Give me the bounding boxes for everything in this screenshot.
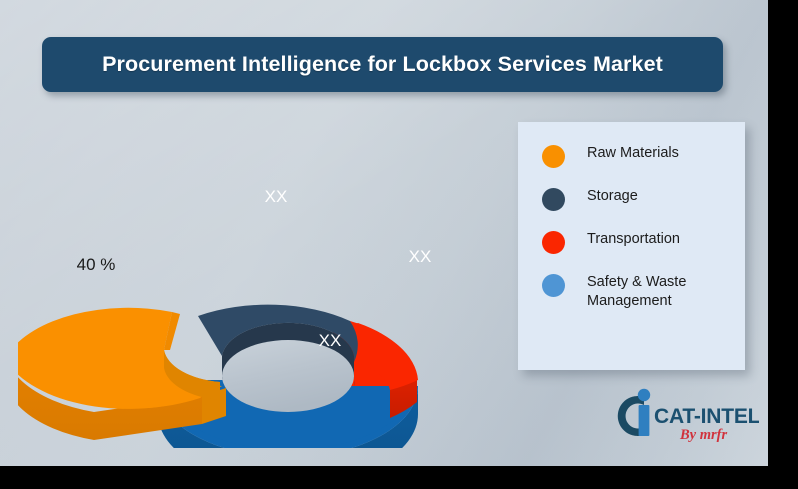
donut-chart-3d: 40 % XX XX XX xyxy=(18,118,488,448)
donut-hole xyxy=(222,340,354,412)
slice-raw-materials xyxy=(18,307,226,440)
cat-intel-logo: CAT-INTEL By mrfr xyxy=(614,388,759,446)
slice-label-storage: XX xyxy=(265,187,288,206)
chart-legend: Raw Materials Storage Transportation Saf… xyxy=(518,122,745,370)
logo-wordmark: CAT-INTEL xyxy=(654,405,759,428)
title-banner: Procurement Intelligence for Lockbox Ser… xyxy=(42,37,723,92)
slice-label-transportation: XX xyxy=(409,247,432,266)
slide-content: Procurement Intelligence for Lockbox Ser… xyxy=(0,0,768,466)
legend-label-safety-waste: Safety & Waste Management xyxy=(587,274,687,309)
legend-dot-transportation xyxy=(542,231,565,254)
slice-label-safety-waste: XX xyxy=(319,331,342,350)
legend-dot-storage xyxy=(542,188,565,211)
logo-i-mark xyxy=(637,388,651,436)
legend-label-transportation: Transportation xyxy=(587,231,680,247)
legend-item-raw-materials[interactable]: Raw Materials xyxy=(518,144,745,168)
legend-dot-raw-materials xyxy=(542,145,565,168)
slice-label-raw-materials: 40 % xyxy=(77,255,116,274)
legend-label-raw-materials: Raw Materials xyxy=(587,145,679,161)
slice-storage xyxy=(198,304,358,386)
page-title: Procurement Intelligence for Lockbox Ser… xyxy=(102,52,663,76)
legend-item-storage[interactable]: Storage xyxy=(518,187,745,211)
legend-item-safety-waste[interactable]: Safety & Waste Management xyxy=(518,273,745,310)
legend-label-storage: Storage xyxy=(587,188,638,204)
logo-tagline: By mrfr xyxy=(679,427,727,443)
legend-dot-safety-waste xyxy=(542,274,565,297)
logo-c-mark xyxy=(617,396,644,436)
legend-item-transportation[interactable]: Transportation xyxy=(518,230,745,254)
